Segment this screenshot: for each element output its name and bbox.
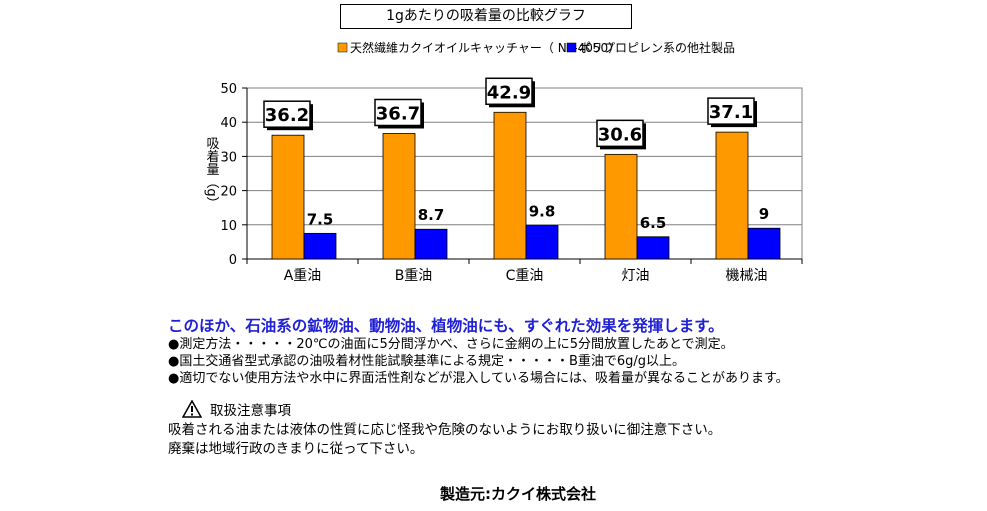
warning-icon [181, 399, 203, 423]
note-bullet: ●測定方法・・・・・20℃の油面に5分間浮かべ、さらに金網の上に5分間放置したあ… [168, 337, 734, 352]
legend-swatch [566, 42, 577, 53]
data-label-series2: 7.5 [307, 210, 334, 228]
y-tick-label: 0 [229, 253, 237, 268]
data-label-series2: 9 [759, 205, 769, 223]
x-tick-label: C重油 [506, 268, 544, 284]
note-bullet: ●国土交通省型式承認の油吸着材性能試験基準による規定・・・・・B重油で6g/g以… [168, 354, 686, 369]
bar-series2 [303, 232, 337, 260]
legend-swatch [337, 42, 348, 53]
data-label-box [707, 97, 755, 125]
y-tick-label: 30 [220, 150, 237, 165]
notes: このほか、石油系の鉱物油、動物油、植物油にも、すぐれた効果を発揮します。 ●測定… [168, 316, 968, 387]
data-label-series1: 42.9 [487, 82, 531, 103]
data-label-series1: 36.7 [376, 103, 420, 124]
data-label-series2: 9.8 [529, 202, 556, 220]
y-axis-label: 吸着量（g） [204, 136, 220, 209]
caution-heading-text: 取扱注意事項 [210, 403, 291, 419]
bar-series1 [271, 134, 305, 260]
chart-title: 1gあたりの吸着量の比較グラフ [340, 4, 632, 29]
data-label-box [374, 98, 422, 127]
note-bullet: ●適切でない使用方法や水中に界面活性剤などが混入している場合には、吸着量が異なる… [168, 371, 789, 386]
data-label-series2: 8.7 [418, 206, 445, 224]
bar-series2 [525, 225, 559, 260]
data-label-series1: 30.6 [598, 124, 642, 145]
manufacturer: 製造元:カクイ株式会社 [440, 485, 596, 503]
y-tick-label: 40 [220, 116, 237, 131]
bar-chart: 0 10 20 30 40 50 36.2 7.5 A重油 36.7 8.7 B重油 42.9 9.8 C重… [204, 40, 803, 284]
data-label-series1: 36.2 [265, 105, 309, 126]
bar-series2 [747, 227, 781, 260]
caution-line: 廃棄は地域行政のきまりに従って下さい。 [168, 441, 424, 457]
bar-series1 [604, 153, 638, 260]
x-tick-label: B重油 [395, 268, 433, 284]
y-tick-label: 20 [220, 185, 237, 200]
data-label-series2: 6.5 [640, 214, 667, 232]
legend-label: ポリプロピレン系の他社製品 [579, 40, 735, 55]
legend-label: 天然繊維カクイオイルキャッチャー（ NK-4050） [350, 40, 620, 55]
bar-series2 [636, 236, 670, 260]
bar-series1 [493, 111, 527, 260]
x-tick-label: 機械油 [726, 268, 768, 284]
bar-series2 [414, 228, 448, 260]
y-tick-label: 50 [220, 82, 237, 97]
data-label-box [485, 77, 533, 106]
x-tick-label: 灯油 [622, 268, 650, 284]
x-tick-label: A重油 [284, 268, 322, 284]
data-label-series1: 37.1 [709, 102, 753, 123]
caution-line: 吸着される油または液体の性質に応じ怪我や危険のないようにお取り扱いに御注意下さい… [168, 422, 722, 438]
caution-heading: 取扱注意事項 [181, 399, 291, 423]
bar-series1 [715, 131, 749, 260]
y-tick-label: 10 [220, 219, 237, 234]
notes-lead: このほか、石油系の鉱物油、動物油、植物油にも、すぐれた効果を発揮します。 [168, 317, 724, 335]
bar-series1 [382, 133, 416, 260]
data-label-box [263, 100, 311, 128]
data-label-box [596, 119, 644, 148]
caution-lines: 吸着される油または液体の性質に応じ怪我や危険のないようにお取り扱いに御注意下さい… [168, 421, 721, 459]
